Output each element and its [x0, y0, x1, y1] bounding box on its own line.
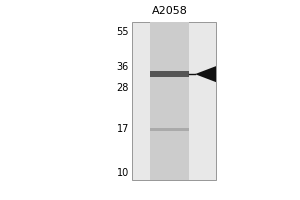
Text: 28: 28 — [117, 83, 129, 93]
Bar — [132, 22, 216, 180]
Text: 10: 10 — [117, 168, 129, 178]
Polygon shape — [195, 66, 216, 82]
Text: 36: 36 — [117, 62, 129, 72]
Text: A2058: A2058 — [152, 6, 188, 16]
Text: 17: 17 — [117, 124, 129, 134]
Bar — [150, 71, 189, 77]
Text: 55: 55 — [116, 27, 129, 37]
Bar — [150, 128, 189, 131]
Bar — [150, 22, 189, 180]
